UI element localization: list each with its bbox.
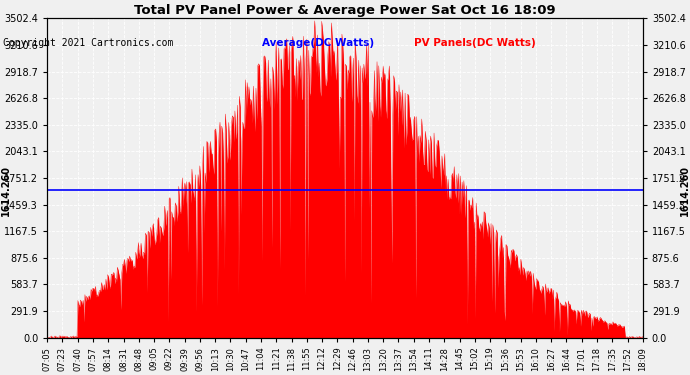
Title: Total PV Panel Power & Average Power Sat Oct 16 18:09: Total PV Panel Power & Average Power Sat… bbox=[134, 4, 556, 17]
Text: 1614.260: 1614.260 bbox=[680, 165, 689, 216]
Text: 1614.260: 1614.260 bbox=[1, 165, 10, 216]
Text: PV Panels(DC Watts): PV Panels(DC Watts) bbox=[414, 38, 535, 48]
Text: Average(DC Watts): Average(DC Watts) bbox=[262, 38, 374, 48]
Text: Copyright 2021 Cartronics.com: Copyright 2021 Cartronics.com bbox=[3, 38, 174, 48]
